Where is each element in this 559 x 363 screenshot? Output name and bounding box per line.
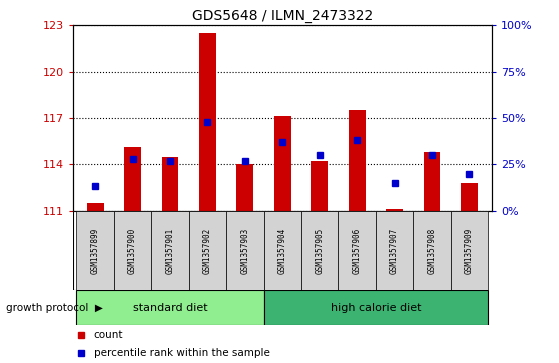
- Text: high calorie diet: high calorie diet: [330, 303, 421, 313]
- FancyBboxPatch shape: [189, 211, 226, 290]
- FancyBboxPatch shape: [151, 211, 189, 290]
- Bar: [162, 156, 178, 211]
- Bar: [124, 147, 141, 211]
- FancyBboxPatch shape: [226, 211, 264, 290]
- FancyBboxPatch shape: [114, 211, 151, 290]
- Text: standard diet: standard diet: [132, 303, 207, 313]
- Text: GSM1357901: GSM1357901: [165, 227, 174, 274]
- Bar: [87, 203, 103, 211]
- Text: percentile rank within the sample: percentile rank within the sample: [94, 348, 269, 358]
- FancyBboxPatch shape: [73, 211, 485, 290]
- FancyBboxPatch shape: [413, 211, 451, 290]
- Bar: [274, 117, 291, 211]
- FancyBboxPatch shape: [264, 290, 488, 325]
- Title: GDS5648 / ILMN_2473322: GDS5648 / ILMN_2473322: [192, 9, 373, 23]
- Bar: [386, 209, 403, 211]
- Bar: [311, 161, 328, 211]
- Bar: [349, 110, 366, 211]
- Text: GSM1357909: GSM1357909: [465, 227, 474, 274]
- FancyBboxPatch shape: [338, 211, 376, 290]
- Bar: [424, 152, 440, 211]
- Text: GSM1357905: GSM1357905: [315, 227, 324, 274]
- FancyBboxPatch shape: [451, 211, 488, 290]
- Text: GSM1357906: GSM1357906: [353, 227, 362, 274]
- Bar: [199, 33, 216, 211]
- FancyBboxPatch shape: [77, 211, 114, 290]
- FancyBboxPatch shape: [376, 211, 413, 290]
- Text: GSM1357908: GSM1357908: [428, 227, 437, 274]
- Text: GSM1357903: GSM1357903: [240, 227, 249, 274]
- Bar: [461, 183, 478, 211]
- Text: GSM1357902: GSM1357902: [203, 227, 212, 274]
- Text: count: count: [94, 330, 123, 340]
- Text: GSM1357899: GSM1357899: [91, 227, 100, 274]
- Text: GSM1357907: GSM1357907: [390, 227, 399, 274]
- Text: GSM1357904: GSM1357904: [278, 227, 287, 274]
- FancyBboxPatch shape: [77, 290, 264, 325]
- FancyBboxPatch shape: [264, 211, 301, 290]
- Text: growth protocol  ▶: growth protocol ▶: [6, 303, 102, 313]
- FancyBboxPatch shape: [301, 211, 338, 290]
- Text: GSM1357900: GSM1357900: [128, 227, 137, 274]
- Bar: [236, 164, 253, 211]
